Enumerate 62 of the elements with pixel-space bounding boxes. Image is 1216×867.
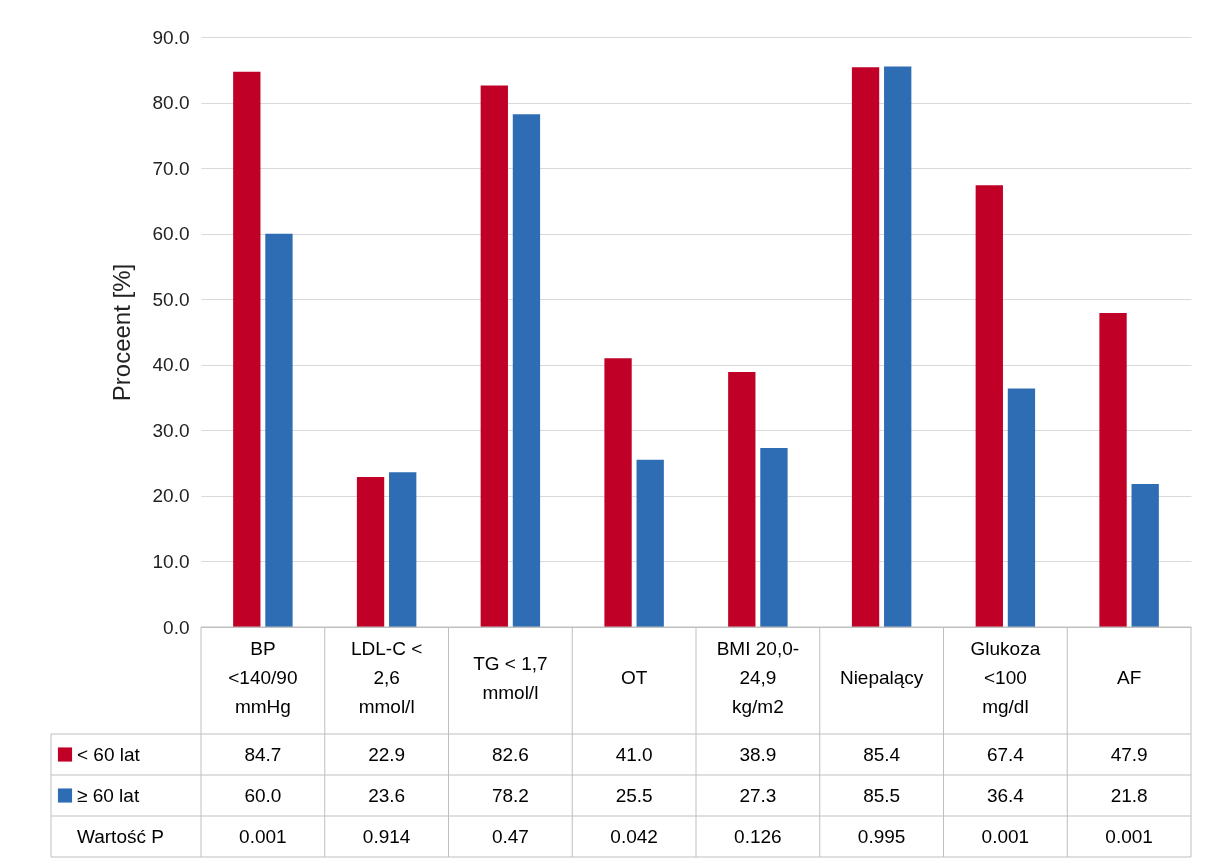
text: 0.995 xyxy=(857,825,906,847)
data-label: 60.0 xyxy=(244,784,282,806)
y-tick-label: 40.0 xyxy=(152,354,190,376)
data-label: 67.4 xyxy=(986,743,1025,765)
data-label: 41.0 xyxy=(615,743,653,765)
legend-label: < 60 lat xyxy=(77,743,141,765)
bar xyxy=(512,114,541,627)
y-tick-label: 60.0 xyxy=(152,223,190,245)
data-label: 78.2 xyxy=(491,784,529,806)
text: Wartość P xyxy=(77,825,164,847)
data-label: 27.3 xyxy=(739,784,777,806)
bar xyxy=(265,233,293,627)
x-tick-label: Niepalący xyxy=(839,667,924,688)
text: 0.001 xyxy=(981,825,1030,847)
x-tick-label: BMI 20,0- 24,9 kg/m2 xyxy=(716,638,800,717)
y-tick-label: 90.0 xyxy=(152,26,190,48)
legend-label: ≥ 60 lat xyxy=(77,784,140,806)
data-label: 84.7 xyxy=(244,743,282,765)
bar xyxy=(389,472,417,627)
x-tick-label: OT xyxy=(620,667,648,688)
bar xyxy=(356,476,385,627)
data-label: 82.6 xyxy=(491,743,529,765)
data-label: 21.8 xyxy=(1110,784,1148,806)
bar xyxy=(636,459,664,627)
bar xyxy=(884,66,912,627)
data-label: 22.9 xyxy=(368,743,406,765)
bar xyxy=(604,358,632,627)
bar xyxy=(1099,312,1127,627)
y-tick-label: 70.0 xyxy=(152,157,190,179)
data-label: 23.6 xyxy=(368,784,406,806)
data-label: 85.5 xyxy=(863,784,901,806)
bar xyxy=(851,67,880,627)
x-tick-label: Glukoza <100 mg/dl xyxy=(970,638,1041,717)
data-label: 47.9 xyxy=(1110,743,1148,765)
text: 0.914 xyxy=(362,825,411,847)
data-label: 38.9 xyxy=(739,743,777,765)
y-tick-label: 80.0 xyxy=(152,92,190,114)
bar xyxy=(975,185,1003,627)
y-tick-label: 30.0 xyxy=(152,419,190,441)
y-tick-label: 10.0 xyxy=(152,550,190,572)
x-tick-label: AF xyxy=(1116,667,1142,688)
text: 0.126 xyxy=(734,825,782,847)
bar xyxy=(1007,388,1036,627)
y-axis-title: Proceent [%] xyxy=(107,263,135,402)
x-tick-label: BP <140/90 mmHg xyxy=(228,638,298,717)
text: 0.47 xyxy=(491,825,529,847)
x-tick-label: LDL-C < 2,6 mmol/l xyxy=(350,638,423,717)
y-tick-label: 50.0 xyxy=(152,288,190,310)
y-tick-label: 20.0 xyxy=(152,485,190,507)
bar xyxy=(233,71,261,627)
bar xyxy=(1131,484,1159,627)
x-tick-label: TG < 1,7 mmol/l xyxy=(473,652,548,703)
data-label: 36.4 xyxy=(986,784,1025,806)
text: 0.001 xyxy=(1105,825,1153,847)
text: 0.042 xyxy=(610,825,658,847)
text: 0.001 xyxy=(239,825,287,847)
data-label: 25.5 xyxy=(615,784,653,806)
y-tick-label: 0.0 xyxy=(163,616,190,638)
bar xyxy=(760,448,788,627)
data-label: 85.4 xyxy=(863,743,901,765)
bar xyxy=(728,371,756,627)
bar xyxy=(480,85,508,627)
